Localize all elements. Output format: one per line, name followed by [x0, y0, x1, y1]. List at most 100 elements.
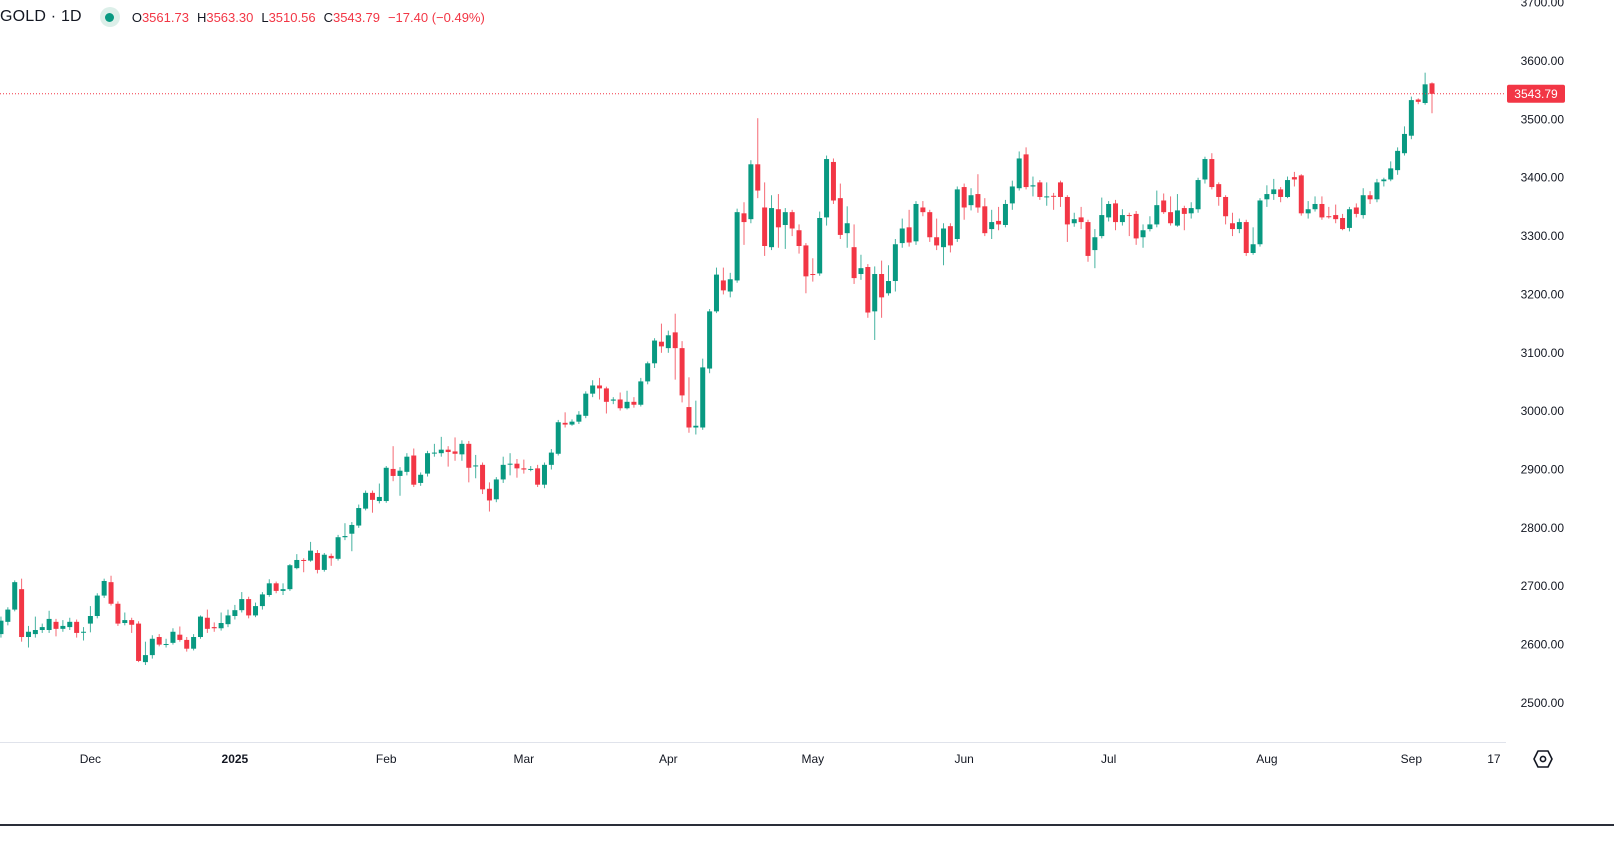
candle[interactable]	[1278, 187, 1284, 203]
candle[interactable]	[466, 440, 472, 483]
candle[interactable]	[851, 224, 857, 284]
candle[interactable]	[1326, 206, 1332, 219]
candle[interactable]	[617, 392, 623, 411]
candle[interactable]	[892, 238, 898, 292]
candle[interactable]	[115, 601, 121, 626]
candle[interactable]	[603, 386, 609, 414]
candle[interactable]	[1319, 196, 1325, 220]
candle[interactable]	[1168, 196, 1174, 226]
candle[interactable]	[1401, 126, 1407, 156]
candle[interactable]	[583, 391, 589, 419]
candle[interactable]	[246, 596, 252, 619]
candle[interactable]	[1147, 216, 1153, 232]
candle[interactable]	[321, 552, 327, 572]
candle[interactable]	[74, 619, 80, 638]
candle[interactable]	[266, 579, 272, 597]
time-axis[interactable]: Dec 2025 Feb Mar Apr May Jun Jul Aug Sep 17	[80, 752, 1501, 766]
candle[interactable]	[665, 330, 671, 353]
candle[interactable]	[775, 194, 781, 248]
settings-gear-icon[interactable]	[1531, 747, 1555, 771]
candle[interactable]	[968, 188, 974, 211]
candle[interactable]	[1381, 177, 1387, 187]
candle[interactable]	[25, 625, 31, 648]
candle[interactable]	[1353, 203, 1359, 218]
candle[interactable]	[638, 377, 644, 407]
candle[interactable]	[1140, 224, 1146, 248]
candle[interactable]	[610, 397, 616, 405]
candle[interactable]	[844, 206, 850, 248]
candle[interactable]	[954, 186, 960, 242]
candle[interactable]	[81, 627, 87, 641]
candle[interactable]	[1113, 199, 1119, 231]
candle[interactable]	[727, 272, 733, 298]
candle[interactable]	[541, 462, 547, 489]
symbol-title[interactable]: GOLD · 1D	[0, 8, 82, 25]
candle[interactable]	[734, 208, 740, 283]
candle[interactable]	[184, 637, 190, 652]
candle[interactable]	[149, 635, 155, 659]
candle[interactable]	[672, 313, 678, 380]
candle[interactable]	[232, 604, 238, 620]
candle[interactable]	[858, 254, 864, 280]
candle[interactable]	[521, 459, 527, 474]
candle[interactable]	[342, 523, 348, 541]
candle[interactable]	[1264, 185, 1270, 207]
candle[interactable]	[5, 607, 11, 626]
candle[interactable]	[142, 641, 148, 666]
candle[interactable]	[369, 490, 375, 513]
candle[interactable]	[975, 174, 981, 213]
candle[interactable]	[837, 183, 843, 239]
candle[interactable]	[425, 450, 431, 477]
candle[interactable]	[1037, 180, 1043, 200]
candle[interactable]	[1298, 174, 1304, 216]
market-status-icon[interactable]	[99, 7, 120, 27]
candle[interactable]	[1195, 177, 1201, 213]
candle[interactable]	[830, 158, 836, 204]
candle[interactable]	[514, 459, 520, 478]
candle[interactable]	[1388, 161, 1394, 182]
candle[interactable]	[528, 466, 534, 472]
candle[interactable]	[1229, 212, 1235, 237]
candle[interactable]	[493, 477, 499, 503]
candle[interactable]	[445, 446, 451, 467]
candle[interactable]	[1133, 210, 1139, 245]
candle[interactable]	[94, 593, 100, 619]
candle[interactable]	[170, 628, 176, 645]
candle[interactable]	[411, 448, 417, 488]
candle[interactable]	[1009, 180, 1015, 210]
candle[interactable]	[1085, 219, 1091, 262]
candle[interactable]	[1271, 178, 1277, 200]
candle[interactable]	[576, 411, 582, 424]
candle[interactable]	[1044, 182, 1050, 206]
candle[interactable]	[1181, 205, 1187, 231]
candle[interactable]	[1367, 191, 1373, 204]
candle[interactable]	[590, 380, 596, 398]
candle[interactable]	[1340, 213, 1346, 231]
candle[interactable]	[122, 612, 128, 626]
candle[interactable]	[1415, 98, 1421, 105]
candle[interactable]	[1023, 147, 1029, 190]
candle[interactable]	[817, 211, 823, 276]
candle[interactable]	[53, 618, 59, 637]
candle[interactable]	[177, 626, 183, 642]
candle[interactable]	[60, 620, 66, 632]
candle[interactable]	[989, 209, 995, 239]
candle[interactable]	[1154, 190, 1160, 228]
candle[interactable]	[796, 224, 802, 254]
candle[interactable]	[308, 541, 314, 562]
candle[interactable]	[920, 201, 926, 217]
candle[interactable]	[404, 453, 410, 476]
candle[interactable]	[865, 264, 871, 318]
candle[interactable]	[480, 462, 486, 495]
candle[interactable]	[1250, 227, 1256, 255]
candle[interactable]	[782, 208, 788, 249]
candle[interactable]	[631, 397, 637, 408]
candle[interactable]	[19, 578, 25, 642]
candle[interactable]	[383, 466, 389, 503]
candle[interactable]	[1057, 180, 1063, 207]
candle[interactable]	[755, 118, 761, 199]
candle[interactable]	[885, 265, 891, 296]
candle[interactable]	[961, 183, 967, 220]
candle[interactable]	[1174, 194, 1180, 227]
